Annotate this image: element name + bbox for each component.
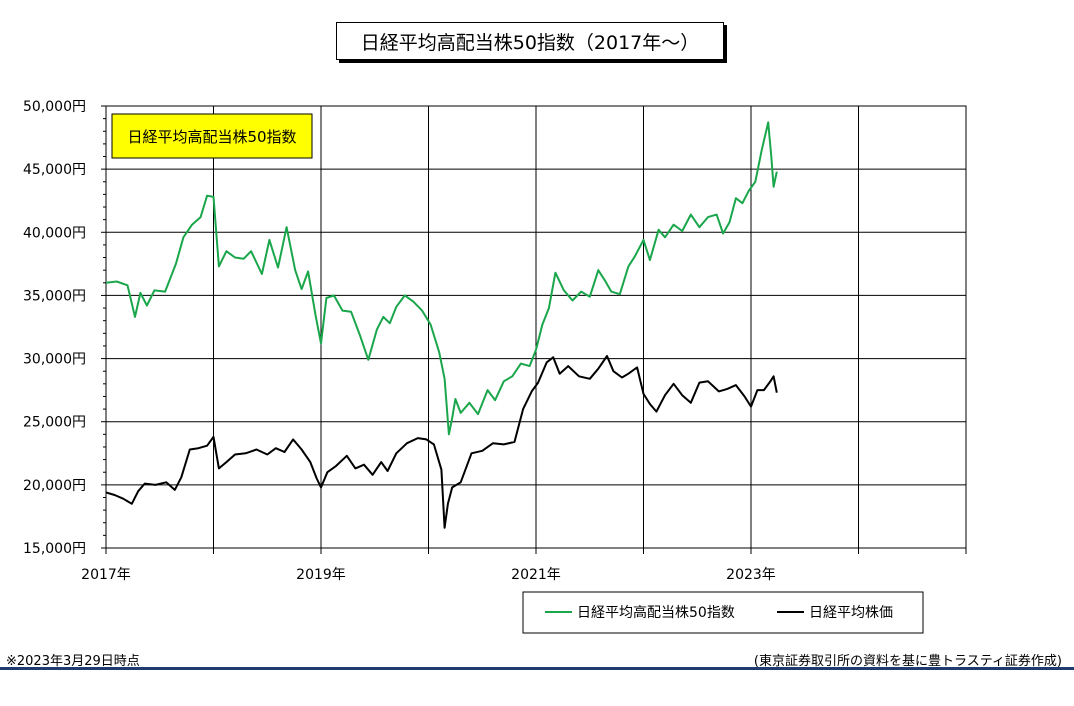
chart-title: 日経平均高配当株50指数（2017年～） <box>336 22 724 60</box>
chart-grid <box>105 105 967 549</box>
series-line-2 <box>105 355 778 529</box>
x-tick-label: 2021年 <box>511 567 561 583</box>
y-tick-label: 35,000円 <box>23 288 86 304</box>
inset-box <box>111 113 313 159</box>
source-note: (東京証券取引所の資料を基に豊トラスティ証券作成) <box>753 654 1062 669</box>
y-tick-label: 25,000円 <box>23 415 86 431</box>
footnote: ※2023年3月29日時点 <box>6 654 140 669</box>
legend-label-2: 日経平均株価 <box>809 605 893 621</box>
x-tick-label: 2023年 <box>726 567 776 583</box>
legend: 日経平均高配当株50指数 日経平均株価 <box>522 591 924 634</box>
y-tick-label: 30,000円 <box>23 352 86 368</box>
legend-box <box>522 591 924 634</box>
x-tick-label: 2019年 <box>296 567 346 583</box>
legend-label-1: 日経平均高配当株50指数 <box>577 604 735 621</box>
inset-label: 日経平均高配当株50指数 <box>127 128 296 146</box>
x-axis: 2017年 2019年 2021年 2023年 <box>81 548 967 583</box>
y-tick-label: 20,000円 <box>23 478 86 494</box>
y-tick-label: 15,000円 <box>23 541 86 557</box>
inset-label-box: 日経平均高配当株50指数 <box>111 113 313 159</box>
y-tick-label: 45,000円 <box>23 162 86 178</box>
y-tick-label: 50,000円 <box>23 99 86 115</box>
y-axis: 15,000円 20,000円 25,000円 30,000円 35,000円 40,00… <box>23 99 106 557</box>
chart-lines <box>105 121 778 529</box>
footer-rule <box>0 667 1074 670</box>
series-line-1 <box>105 121 778 436</box>
x-tick-label: 2017年 <box>81 567 131 583</box>
y-tick-label: 40,000円 <box>23 225 86 241</box>
